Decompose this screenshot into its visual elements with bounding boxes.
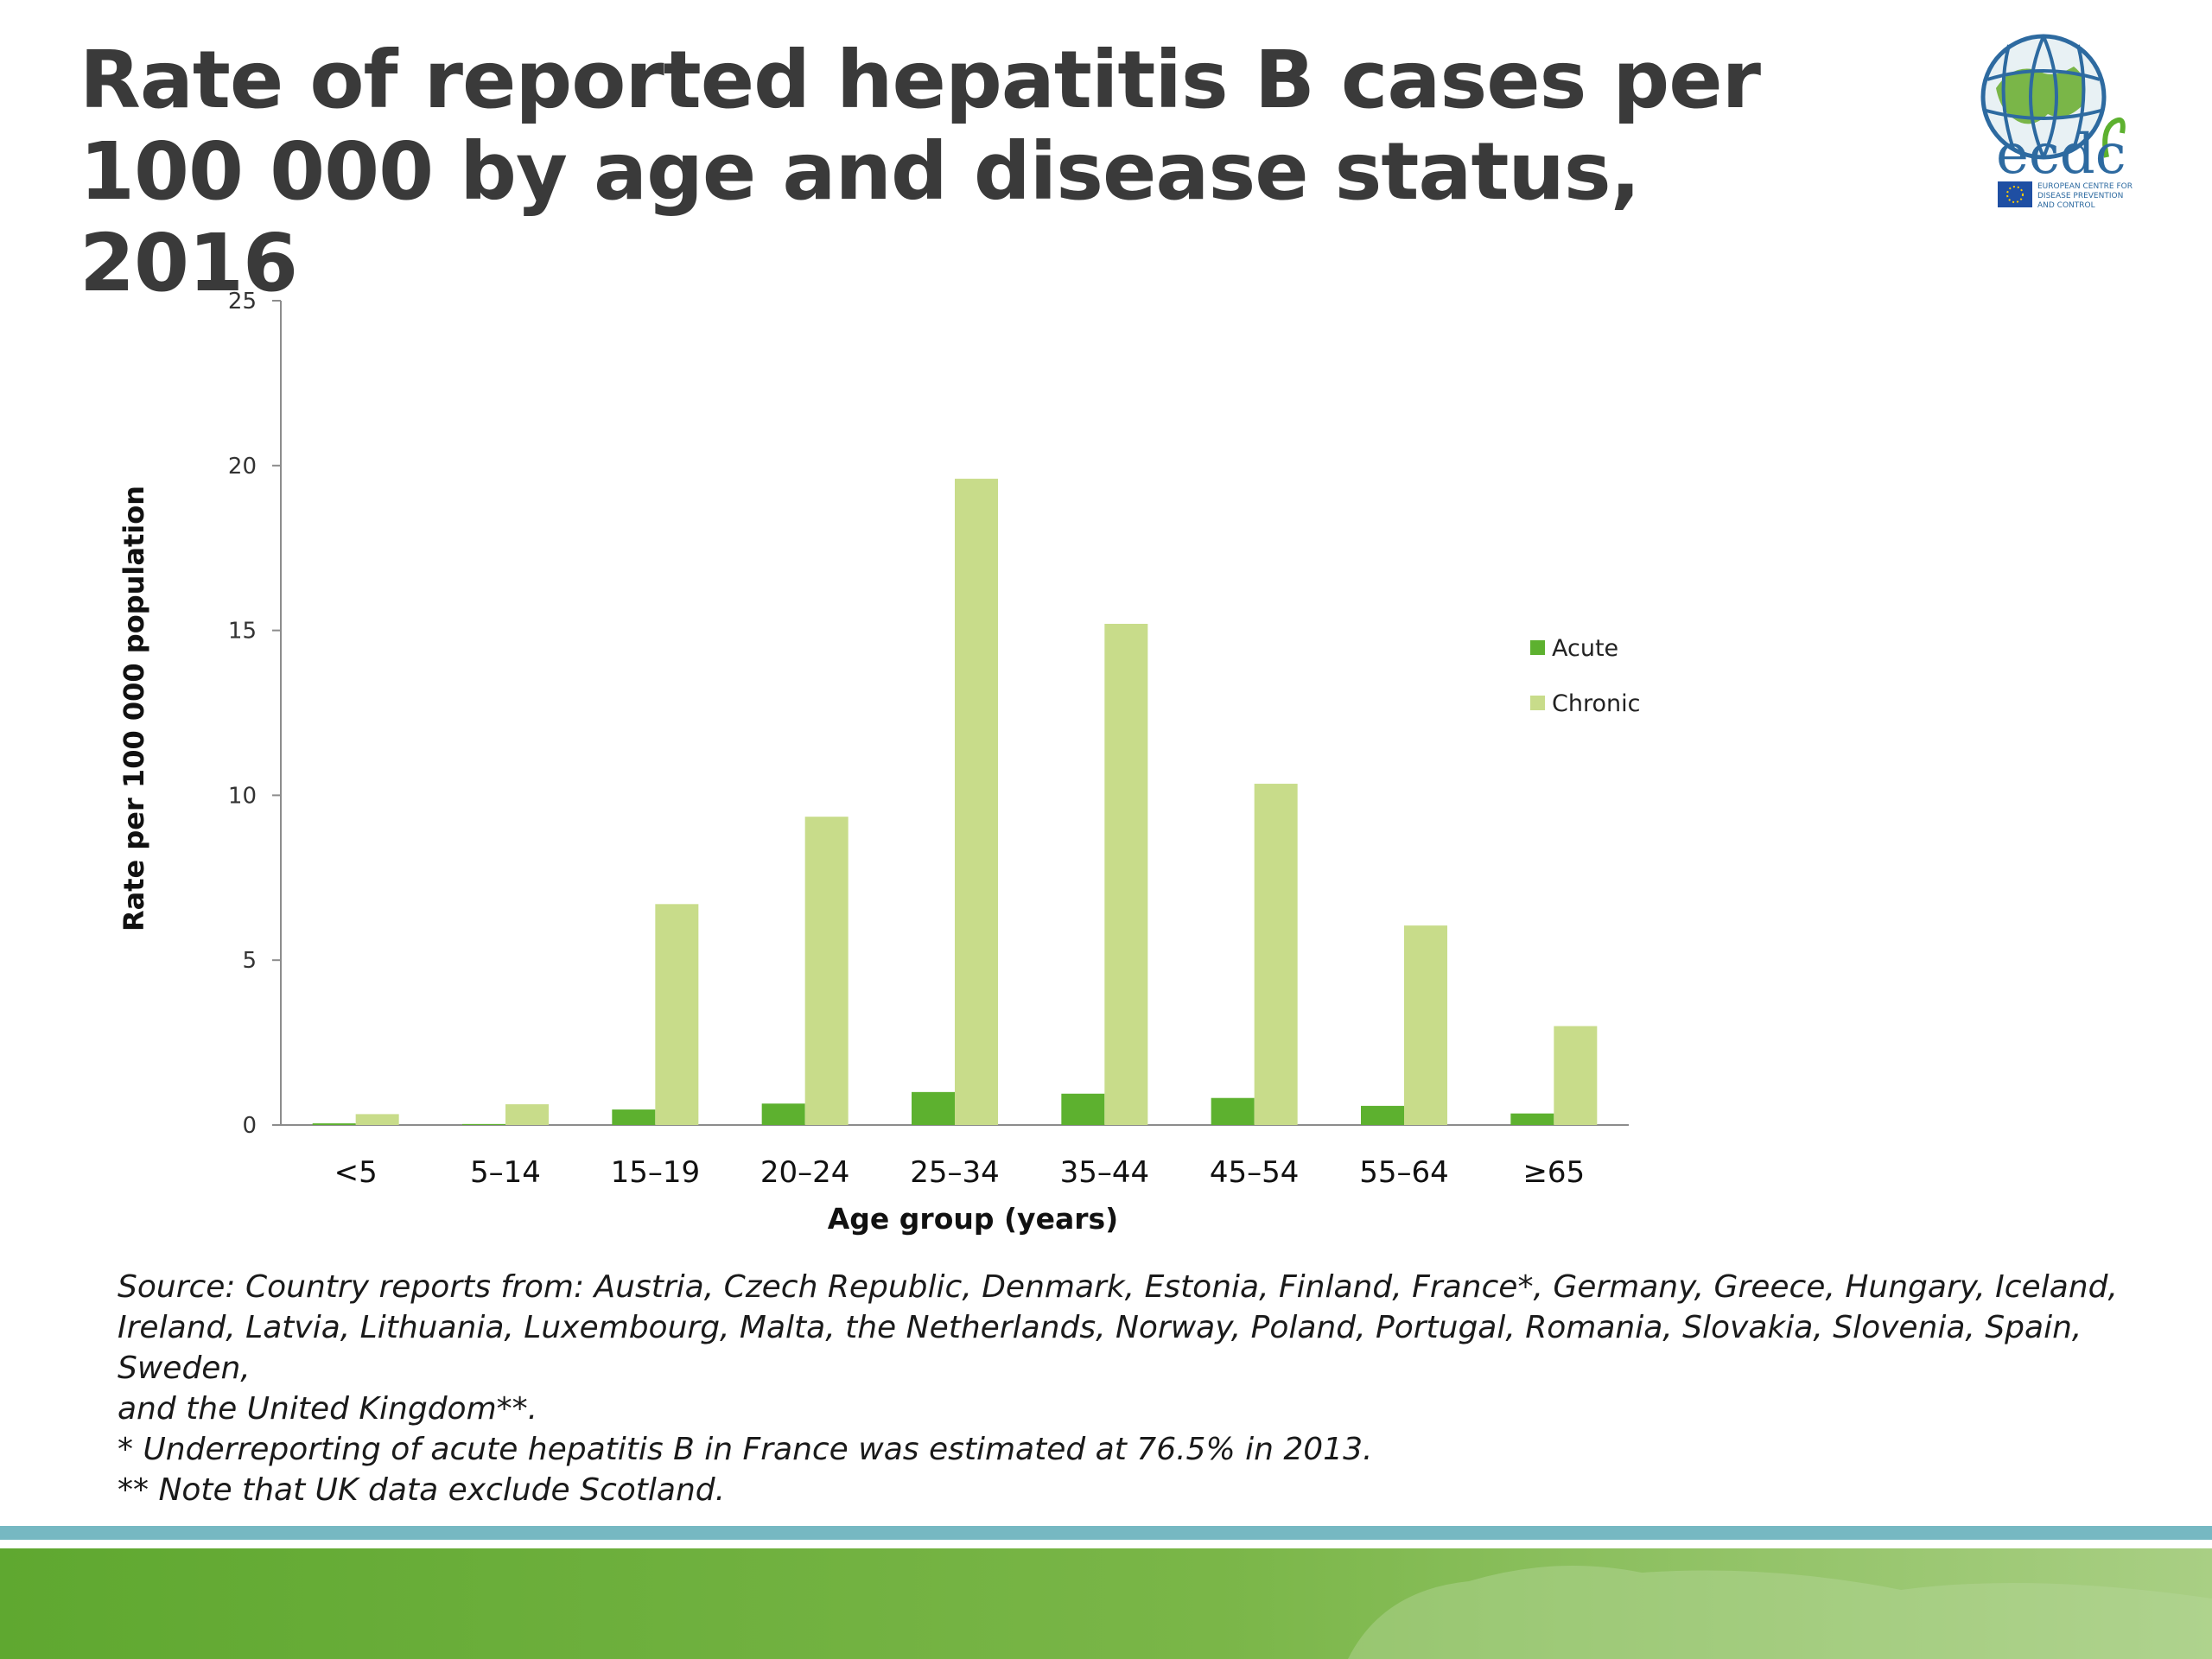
source-line-1: Source: Country reports from: Austria, C… xyxy=(118,1269,2118,1305)
x-tick-label: <5 xyxy=(334,1155,378,1190)
bar-chronic xyxy=(1104,623,1148,1125)
x-tick-label: ≥65 xyxy=(1522,1155,1585,1190)
bar-chronic xyxy=(1554,1026,1598,1125)
logo-subtitle-2: DISEASE PREVENTION xyxy=(2037,192,2123,200)
y-tick-label: 25 xyxy=(228,289,257,315)
eu-flag-icon xyxy=(1998,181,2032,207)
title-line-1: Rate of reported hepatitis B cases per xyxy=(79,34,1761,126)
source-note: Source: Country reports from: Austria, C… xyxy=(118,1267,2157,1510)
bar-chronic xyxy=(505,1103,549,1125)
x-axis-title: Age group (years) xyxy=(828,1202,1118,1236)
bar-acute xyxy=(1061,1093,1105,1125)
bar-acute xyxy=(761,1103,805,1125)
bar-acute xyxy=(1510,1113,1554,1125)
source-footnote-1: * Underreporting of acute hepatitis B in… xyxy=(118,1432,1373,1467)
footer-stripe xyxy=(0,1526,2212,1540)
footer-band xyxy=(0,1526,2212,1659)
y-tick-label: 10 xyxy=(228,783,257,809)
bar-chronic xyxy=(955,479,998,1125)
y-tick-label: 15 xyxy=(228,619,257,645)
bar-chronic xyxy=(804,817,849,1125)
bar-chronic xyxy=(1254,784,1298,1125)
logo-subtitle-1: EUROPEAN CENTRE FOR xyxy=(2037,182,2133,191)
legend-label-acute: Acute xyxy=(1552,635,1618,662)
x-tick-label: 45–54 xyxy=(1210,1155,1300,1190)
source-line-3: and the United Kingdom**. xyxy=(118,1391,538,1427)
bar-chart: 0 5 10 15 20 25 <5 5–14 15–19 20–24 25–34 35–44 45–… xyxy=(118,289,1640,1236)
y-tick-label: 20 xyxy=(228,454,257,480)
bar-acute xyxy=(612,1109,656,1125)
bar-chronic xyxy=(355,1114,399,1125)
legend-label-chronic: Chronic xyxy=(1552,690,1640,717)
legend-swatch-acute xyxy=(1530,640,1545,655)
y-axis-title: Rate per 100 000 population xyxy=(118,486,150,931)
source-line-2: Ireland, Latvia, Lithuania, Luxembourg, … xyxy=(118,1310,2082,1386)
x-tick-label: 55–64 xyxy=(1359,1155,1449,1190)
legend: Acute Chronic xyxy=(1530,635,1640,717)
bar-acute xyxy=(462,1123,505,1125)
x-tick-label: 5–14 xyxy=(470,1155,541,1190)
x-tick-label: 15–19 xyxy=(611,1155,701,1190)
ecdc-wordmark: ecdc xyxy=(1996,123,2126,187)
bar-acute xyxy=(312,1123,356,1125)
y-axis: 0 5 10 15 20 25 xyxy=(228,289,282,1139)
globe-icon xyxy=(1980,34,2126,160)
bar-acute xyxy=(912,1091,955,1125)
logo-subtitle-3: AND CONTROL xyxy=(2037,201,2095,210)
bars xyxy=(312,479,1598,1125)
x-tick-label: 20–24 xyxy=(760,1155,850,1190)
bar-chronic xyxy=(1404,925,1447,1125)
footer-green-band xyxy=(0,1548,2212,1659)
x-tick-label: 25–34 xyxy=(910,1155,1000,1190)
legend-swatch-chronic xyxy=(1530,696,1545,710)
x-tick-label: 35–44 xyxy=(1060,1155,1150,1190)
x-axis: <5 5–14 15–19 20–24 25–34 35–44 45–54 55–64 ≥65 xyxy=(281,1124,1629,1190)
title-line-2: 100 000 by age and disease status, 2016 xyxy=(79,125,1641,309)
ecdc-logo: ecdc EUROPEAN CENTRE FOR DISEASE PREVENT… xyxy=(1980,34,2133,210)
source-footnote-2: ** Note that UK data exclude Scotland. xyxy=(118,1472,726,1508)
y-tick-label: 5 xyxy=(242,948,257,974)
bar-acute xyxy=(1211,1097,1255,1125)
bar-acute xyxy=(1361,1105,1404,1125)
y-tick-label: 0 xyxy=(242,1113,257,1139)
bar-chronic xyxy=(655,904,699,1125)
slide-title: Rate of reported hepatitis B cases per 1… xyxy=(79,35,1877,309)
